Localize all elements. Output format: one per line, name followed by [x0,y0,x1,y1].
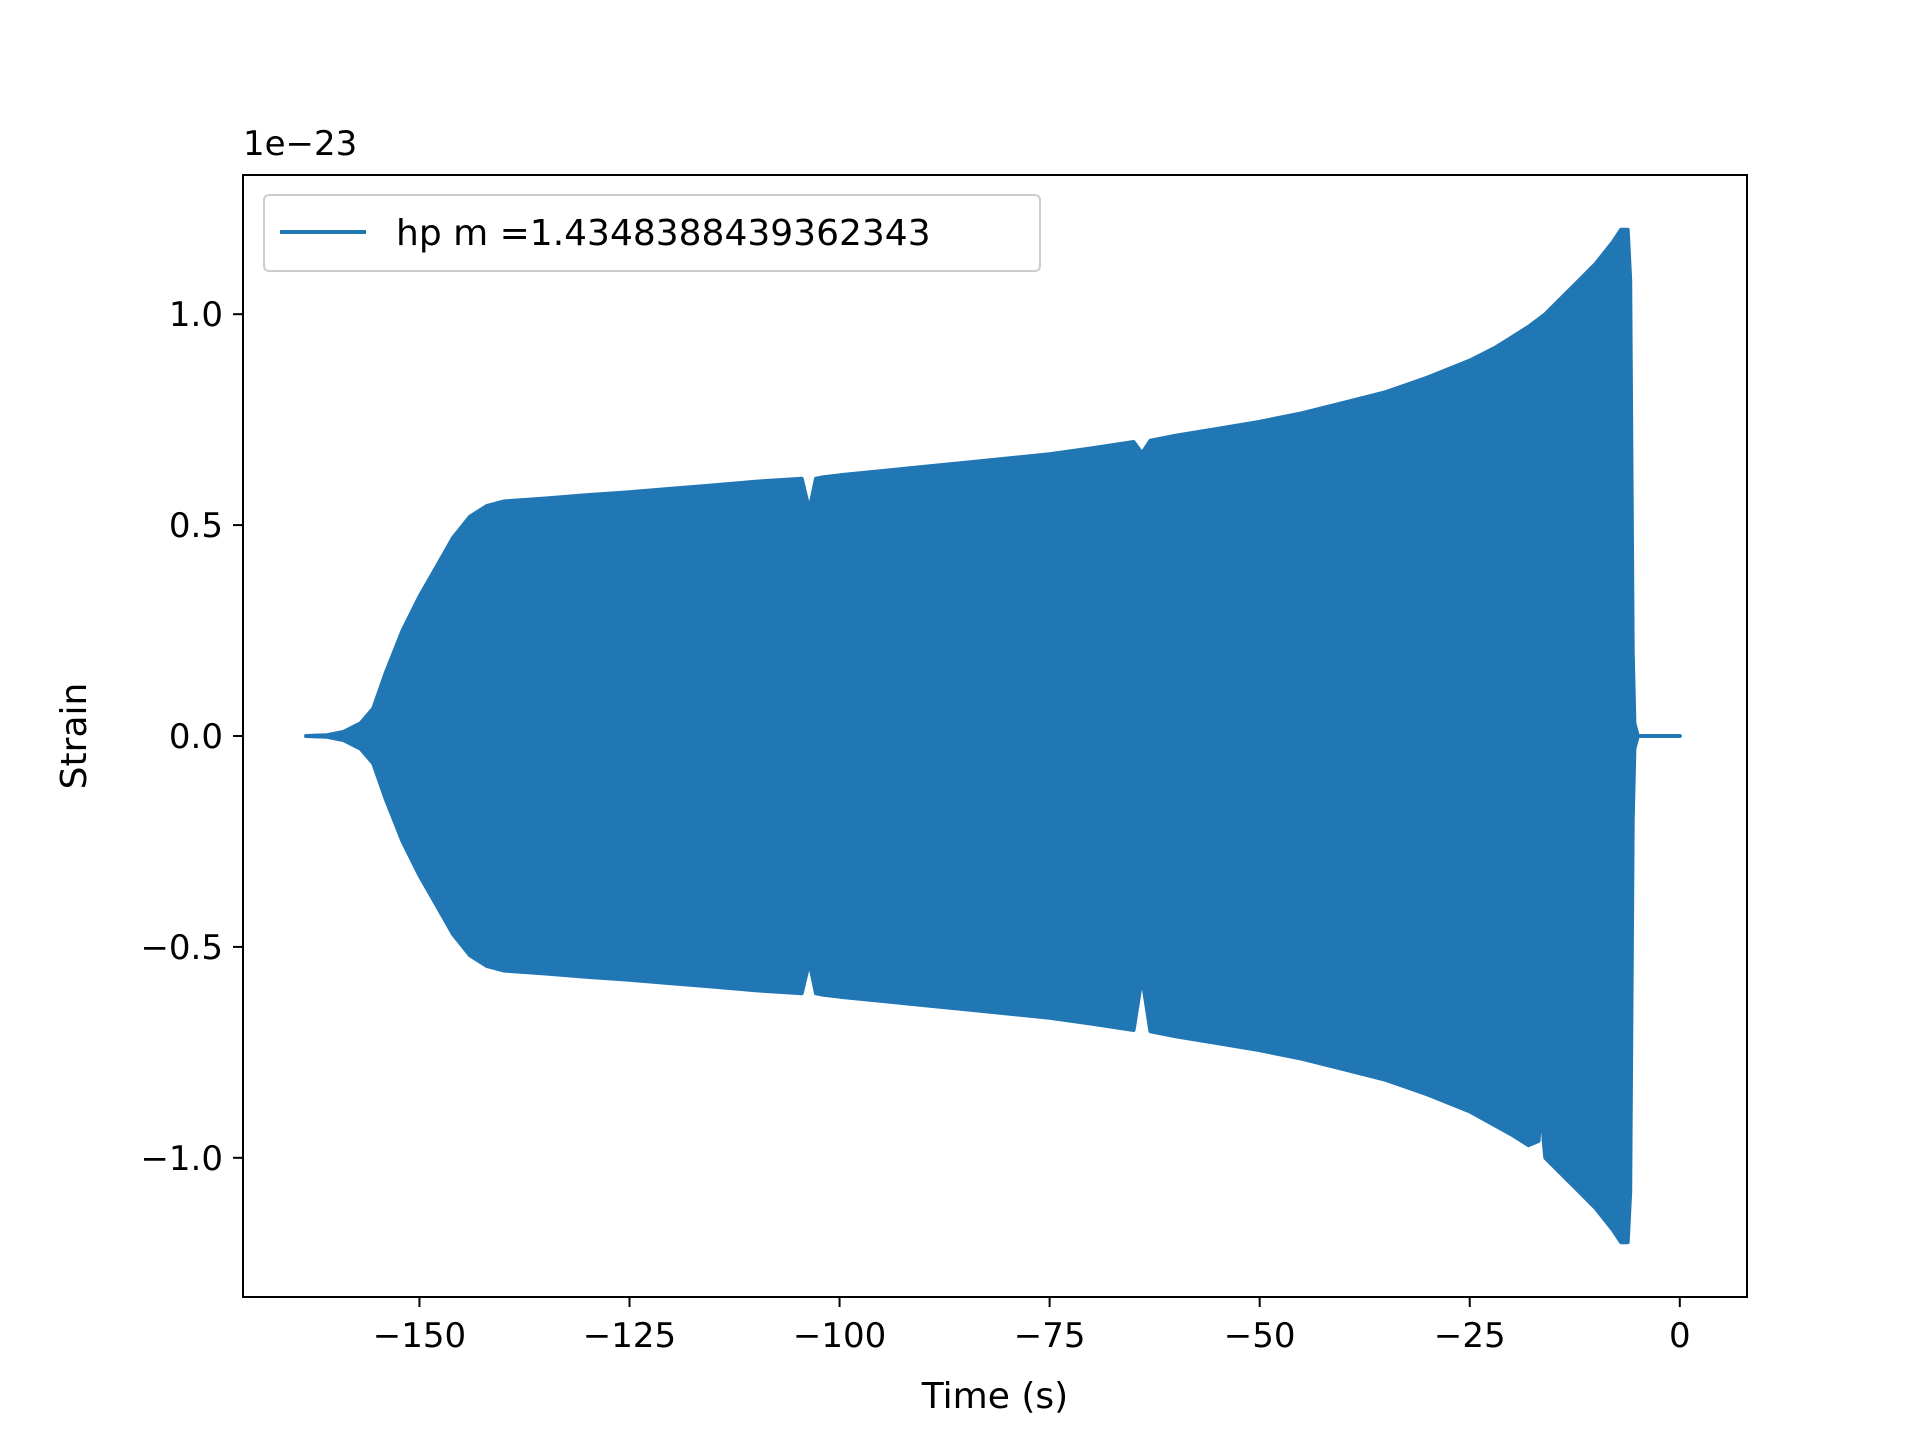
x-tick-label: −125 [583,1316,676,1356]
plot-frame [242,174,1748,1298]
series-waveform-band [304,227,1682,1245]
y-tick-label: −1.0 [140,1139,223,1179]
x-tick-label: 0 [1669,1316,1691,1356]
x-tick-label: −50 [1224,1316,1296,1356]
x-tick-label: −150 [373,1316,466,1356]
x-tick-label: −100 [793,1316,886,1356]
x-tick-label: −25 [1434,1316,1506,1356]
y-tick-label: −0.5 [140,928,223,968]
axis-ticks: −150 −125 −100 −75 −50 −25 0 −1.0 −0.5 0.0 0.5 1.0 [140,295,1690,1356]
legend: hp m =1.4348388439362343 [263,194,1041,272]
plot-area [304,227,1682,1245]
legend-label: hp m =1.4348388439362343 [396,213,931,254]
x-tick-label: −75 [1014,1316,1086,1356]
y-tick-label: 0.5 [169,506,223,546]
y-offset-label: 1e−23 [243,124,357,164]
y-axis-label: Strain [54,683,95,790]
y-tick-label: 0.0 [169,717,223,757]
x-axis-label: Time (s) [921,1376,1068,1417]
y-tick-label: 1.0 [169,295,223,335]
legend-box [263,194,1041,272]
